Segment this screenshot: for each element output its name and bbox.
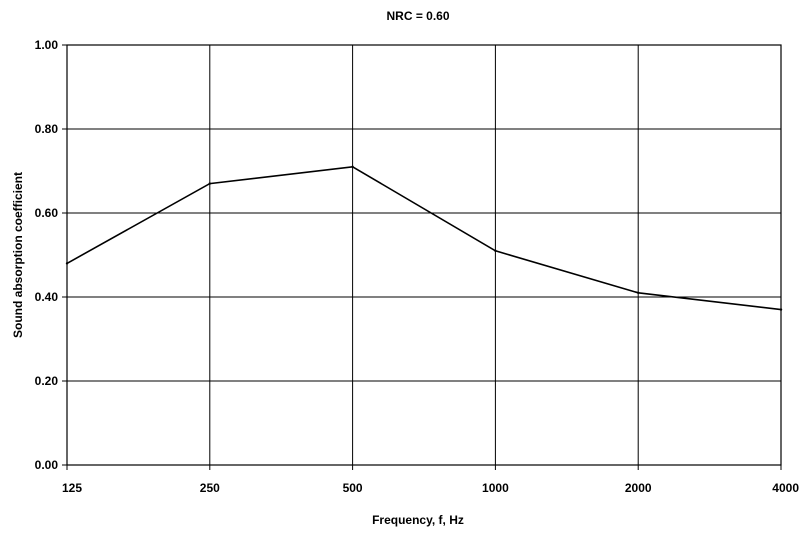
y-axis-ticks: 0.00 0.20 0.40 0.60 0.80 1.00 xyxy=(35,38,67,472)
x-axis-ticks: 125 250 500 1000 2000 4000 xyxy=(62,465,799,495)
x-tick-label: 4000 xyxy=(772,481,799,495)
data-point xyxy=(65,262,69,265)
y-tick-label: 0.20 xyxy=(35,374,59,388)
chart-title: NRC = 0.60 xyxy=(386,9,449,23)
y-axis-label: Sound absorption coefficient xyxy=(11,172,25,338)
grid xyxy=(66,44,782,466)
y-tick-label: 1.00 xyxy=(35,38,59,52)
y-tick-label: 0.00 xyxy=(35,458,59,472)
data-point xyxy=(208,182,211,185)
x-tick-label: 500 xyxy=(343,481,363,495)
data-point xyxy=(637,291,640,294)
data-point xyxy=(779,308,783,311)
x-axis-label: Frequency, f, Hz xyxy=(372,513,464,527)
y-tick-label: 0.80 xyxy=(35,122,59,136)
series-line xyxy=(66,165,782,311)
x-tick-label: 125 xyxy=(62,481,82,495)
data-point xyxy=(351,165,354,168)
x-tick-label: 2000 xyxy=(625,481,652,495)
x-tick-label: 250 xyxy=(200,481,220,495)
y-tick-label: 0.40 xyxy=(35,290,59,304)
x-tick-label: 1000 xyxy=(482,481,509,495)
plot-area-border xyxy=(66,44,782,466)
data-point xyxy=(494,249,497,252)
y-tick-label: 0.60 xyxy=(35,206,59,220)
